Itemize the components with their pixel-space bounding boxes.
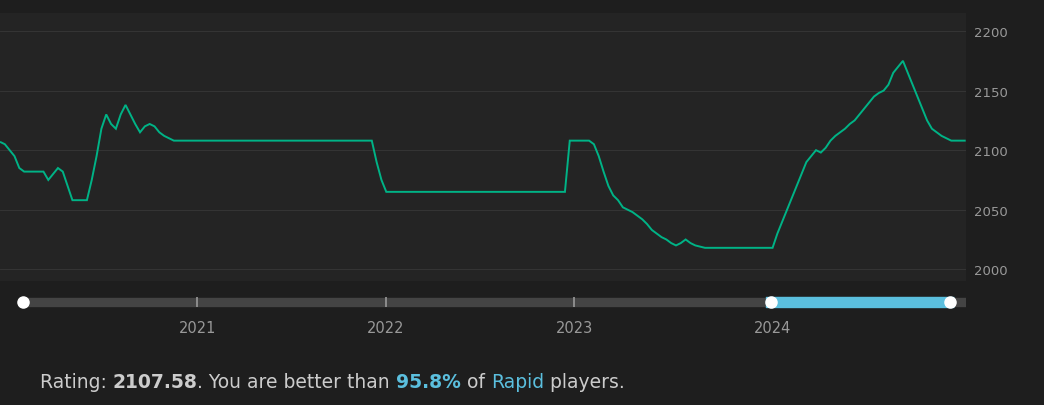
Text: 2107.58: 2107.58 [113, 372, 197, 391]
Text: 95.8%: 95.8% [396, 372, 460, 391]
Text: of: of [460, 372, 491, 391]
FancyBboxPatch shape [14, 298, 975, 307]
Text: 2024: 2024 [754, 320, 791, 335]
Text: players.: players. [544, 372, 624, 391]
Text: Rating:: Rating: [40, 372, 113, 391]
Text: Rapid: Rapid [491, 372, 544, 391]
FancyBboxPatch shape [766, 297, 954, 309]
Text: 2023: 2023 [555, 320, 593, 335]
Text: 2022: 2022 [367, 320, 405, 335]
Text: . You are better than: . You are better than [197, 372, 396, 391]
Text: 2021: 2021 [179, 320, 216, 335]
